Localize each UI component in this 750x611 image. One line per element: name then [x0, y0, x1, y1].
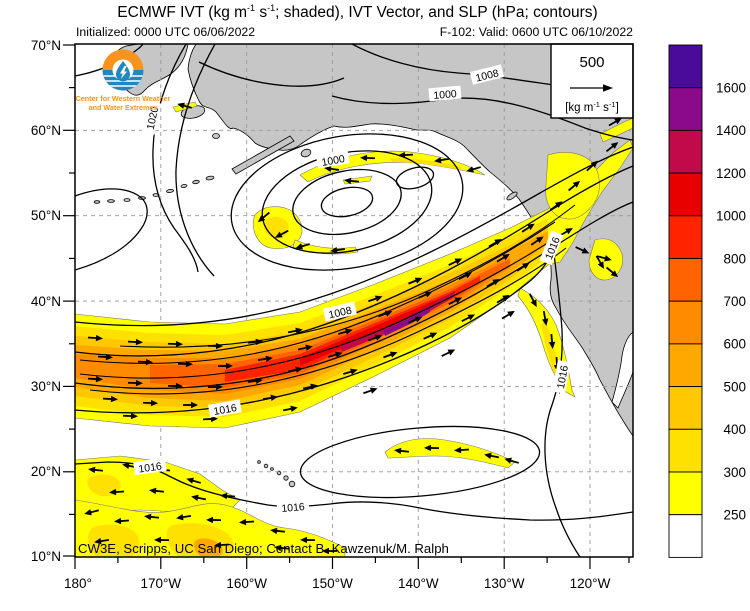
ar-band-800 [225, 276, 480, 382]
x-axis-labels: 180° 170°W 160°W 150°W 140°W 130°W 120°W [64, 576, 611, 591]
trade-band-upper-inner [87, 474, 121, 497]
colorbar-box-300 [668, 428, 703, 473]
page-title: ECMWF IVT (kg m-1 s-1; shaded), IVT Vect… [117, 3, 598, 22]
colorbar-box-1600plus [668, 44, 703, 89]
ar-band-600 [75, 256, 510, 394]
y-axis-labels: 70°N 60°N 50°N 40°N 30°N 20°N 10°N [31, 38, 61, 564]
colorbar-box-1000 [668, 172, 703, 217]
contour-label-1008-ak: 1008 [474, 67, 500, 84]
colorbar-label-600: 600 [723, 337, 746, 352]
x-label-170w: 170°W [140, 576, 181, 591]
contour-label-1008-band: 1008 [327, 304, 353, 321]
trade-streak [384, 438, 516, 469]
x-label-180: 180° [64, 576, 92, 591]
land-alaska-peninsula [231, 135, 295, 175]
y-label-30n: 30°N [31, 379, 61, 394]
x-label-160w: 160°W [226, 576, 267, 591]
slp-contour-labels: 1000 1000 1008 1008 1016 1016 1016 1016 … [133, 64, 571, 515]
contour-label-1016-a: 1016 [213, 402, 238, 418]
valid-time-label: F-102: Valid: 0600 UTC 06/10/2022 [439, 25, 633, 39]
colorbar-label-400: 400 [723, 422, 746, 437]
contour-label-1000-low: 1000 [321, 153, 346, 169]
colorbar-box-1400 [668, 87, 703, 131]
contour-label-1016-b: 1016 [138, 460, 163, 475]
reference-vector-units: [kg m-1 s-1] [565, 100, 619, 114]
kodiak-island [300, 148, 312, 158]
colorbar-label-250: 250 [723, 508, 746, 523]
logo-bolt-glyph [120, 66, 127, 79]
ar-band-1200 [340, 291, 455, 352]
arc-patch-inner [390, 158, 462, 170]
ivt-shading [75, 101, 633, 557]
colorbar [668, 44, 703, 558]
nunivak-island [212, 133, 220, 139]
plot-frame-and-ticks [63, 43, 634, 569]
gulf-of-california [611, 331, 633, 409]
y-label-50n: 50°N [31, 208, 61, 223]
colorbar-box-700 [668, 258, 703, 302]
contour-label-1000-ak: 1000 [433, 88, 457, 102]
colorbar-label-500: 500 [723, 379, 746, 394]
colorbar-box-800 [668, 215, 703, 259]
ar-band-1400 [383, 307, 430, 336]
colorbar-box-1200 [668, 129, 703, 174]
colorbar-label-1400: 1400 [716, 123, 746, 138]
colorbar-box-below-250 [668, 514, 703, 558]
colorbar-box-500 [668, 343, 703, 388]
colorbar-label-300: 300 [723, 465, 746, 480]
corner-streak-patch [599, 117, 633, 143]
x-label-130w: 130°W [484, 576, 525, 591]
init-time-label: Initialized: 0000 UTC 06/06/2022 [76, 25, 256, 39]
attribution-text: CW3E, Scripps, UC San Diego; Contact B. … [78, 541, 449, 556]
trade-band-lower-inner1 [88, 524, 140, 556]
logo-text-line2: and Water Extremes [89, 103, 158, 112]
contour-label-1016-c: 1016 [281, 501, 305, 515]
y-label-20n: 20°N [31, 464, 61, 479]
baja-tongue-inner [541, 320, 561, 378]
reference-vector-value: 500 [579, 54, 604, 71]
x-label-150w: 150°W [312, 576, 353, 591]
contour-label-1020: 1020 [145, 105, 162, 130]
x-label-140w: 140°W [398, 576, 439, 591]
x-label-120w: 120°W [570, 576, 611, 591]
haida-gwaii [506, 191, 518, 201]
y-label-10n: 10°N [31, 549, 61, 564]
reference-vector-arrowhead [603, 84, 613, 92]
ivt-streamlines [79, 204, 576, 395]
colorbar-label-1200: 1200 [716, 166, 746, 181]
ar-band-1000 [300, 294, 450, 366]
colorbar-box-250 [668, 471, 703, 516]
contour-label-1016-coast-s: 1016 [555, 364, 571, 389]
reference-vector-box: 500 [kg m-1 s-1] [550, 43, 634, 119]
colorbar-label-1000: 1000 [716, 209, 746, 224]
ar-band-700 [150, 259, 510, 388]
colorbar-box-600 [668, 300, 703, 345]
y-label-40n: 40°N [31, 294, 61, 309]
colorbar-label-1600: 1600 [716, 81, 746, 96]
trade-band-lower-inner3 [193, 538, 223, 556]
strait-sliver [172, 101, 198, 113]
colorbar-labels: 1600 1400 1200 1000 800 700 600 500 400 … [716, 81, 746, 523]
colorbar-label-800: 800 [723, 251, 746, 266]
logo-text-line1: Center for Western Weather [76, 94, 171, 103]
colorbar-label-700: 700 [723, 294, 746, 309]
colorbar-box-400 [668, 386, 703, 430]
y-label-60n: 60°N [31, 123, 61, 138]
y-label-70n: 70°N [31, 38, 61, 53]
